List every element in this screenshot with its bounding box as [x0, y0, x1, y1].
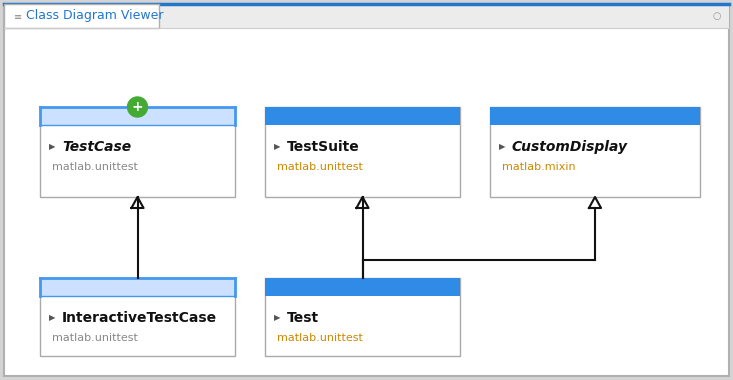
Text: ▶: ▶	[49, 314, 55, 323]
FancyBboxPatch shape	[40, 107, 235, 197]
Text: matlab.unittest: matlab.unittest	[277, 333, 363, 343]
FancyBboxPatch shape	[490, 107, 700, 125]
FancyBboxPatch shape	[490, 107, 700, 197]
Text: +: +	[132, 100, 144, 114]
FancyBboxPatch shape	[40, 107, 235, 125]
Text: ○: ○	[712, 11, 721, 21]
Circle shape	[128, 97, 147, 117]
FancyBboxPatch shape	[265, 107, 460, 125]
FancyBboxPatch shape	[40, 278, 235, 356]
Text: ▶: ▶	[273, 314, 280, 323]
Text: TestSuite: TestSuite	[287, 140, 360, 154]
Text: InteractiveTestCase: InteractiveTestCase	[62, 311, 217, 325]
Text: ▶: ▶	[273, 142, 280, 152]
Text: CustomDisplay: CustomDisplay	[512, 140, 628, 154]
FancyBboxPatch shape	[4, 4, 729, 28]
Text: matlab.unittest: matlab.unittest	[52, 333, 138, 343]
FancyBboxPatch shape	[265, 278, 460, 356]
Text: matlab.mixin: matlab.mixin	[502, 162, 575, 172]
Text: TestCase: TestCase	[62, 140, 131, 154]
Text: ▶: ▶	[498, 142, 505, 152]
Text: matlab.unittest: matlab.unittest	[277, 162, 363, 172]
Text: matlab.unittest: matlab.unittest	[52, 162, 138, 172]
FancyBboxPatch shape	[40, 278, 235, 296]
FancyBboxPatch shape	[265, 278, 460, 296]
Text: ▶: ▶	[49, 142, 55, 152]
FancyBboxPatch shape	[4, 4, 159, 28]
Text: Test: Test	[287, 311, 319, 325]
FancyBboxPatch shape	[265, 107, 460, 197]
FancyBboxPatch shape	[4, 4, 729, 376]
Text: Class Diagram Viewer: Class Diagram Viewer	[26, 10, 163, 22]
Text: ≡: ≡	[14, 12, 22, 22]
